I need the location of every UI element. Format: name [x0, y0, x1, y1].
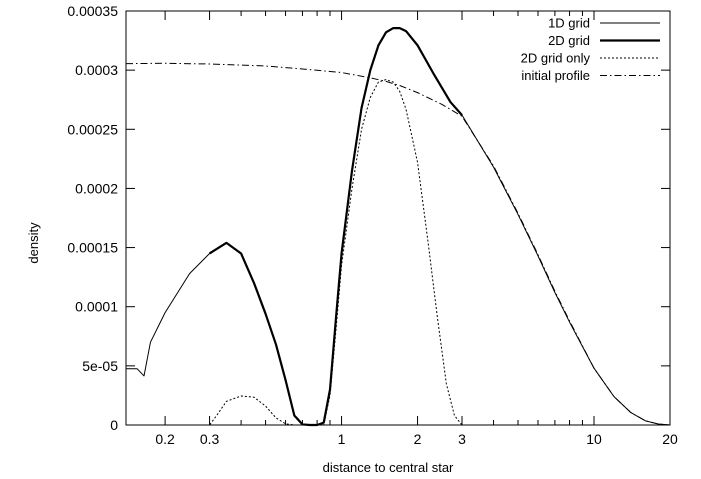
y-tick-label: 0.00035 — [67, 3, 118, 19]
legend: 1D grid 2D grid 2D grid only initial profil… — [521, 16, 660, 83]
x-axis-ticks: 0.2 0.3 1 2 3 10 20 — [155, 11, 678, 447]
legend-label: 2D grid only — [521, 51, 591, 66]
y-tick-label: 0.0002 — [75, 180, 118, 196]
y-axis-title: density — [26, 222, 41, 264]
series-line-2d-grid-only — [126, 79, 670, 426]
plot-marks — [125, 27, 671, 427]
series-line-2d-grid — [208, 27, 463, 427]
y-tick-label: 0.00015 — [67, 240, 118, 256]
legend-label: 1D grid — [548, 16, 590, 31]
x-tick-label: 1 — [338, 431, 346, 447]
legend-label: initial profile — [521, 68, 590, 83]
x-tick-label: 0.2 — [155, 431, 175, 447]
y-tick-label: 0.0003 — [75, 62, 118, 78]
plot-frame — [125, 10, 671, 426]
y-tick-label: 0 — [110, 417, 118, 433]
x-tick-label: 3 — [458, 431, 466, 447]
series-line-initial-profile — [125, 62, 671, 426]
y-tick-label: 0.0001 — [75, 299, 118, 315]
x-tick-label: 20 — [662, 431, 678, 447]
x-axis-title: distance to central star — [323, 460, 454, 475]
y-axis-ticks: 0 5e-05 0.0001 0.00015 0.0002 0.00025 0.0003 0.… — [67, 3, 670, 433]
y-tick-label: 0.00025 — [67, 121, 118, 137]
x-tick-label: 2 — [414, 431, 422, 447]
legend-label: 2D grid — [548, 33, 590, 48]
y-tick-label: 5e-05 — [82, 358, 118, 374]
x-tick-label: 0.3 — [200, 431, 220, 447]
series-line-1d-grid — [126, 27, 671, 426]
x-tick-label: 10 — [586, 431, 602, 447]
